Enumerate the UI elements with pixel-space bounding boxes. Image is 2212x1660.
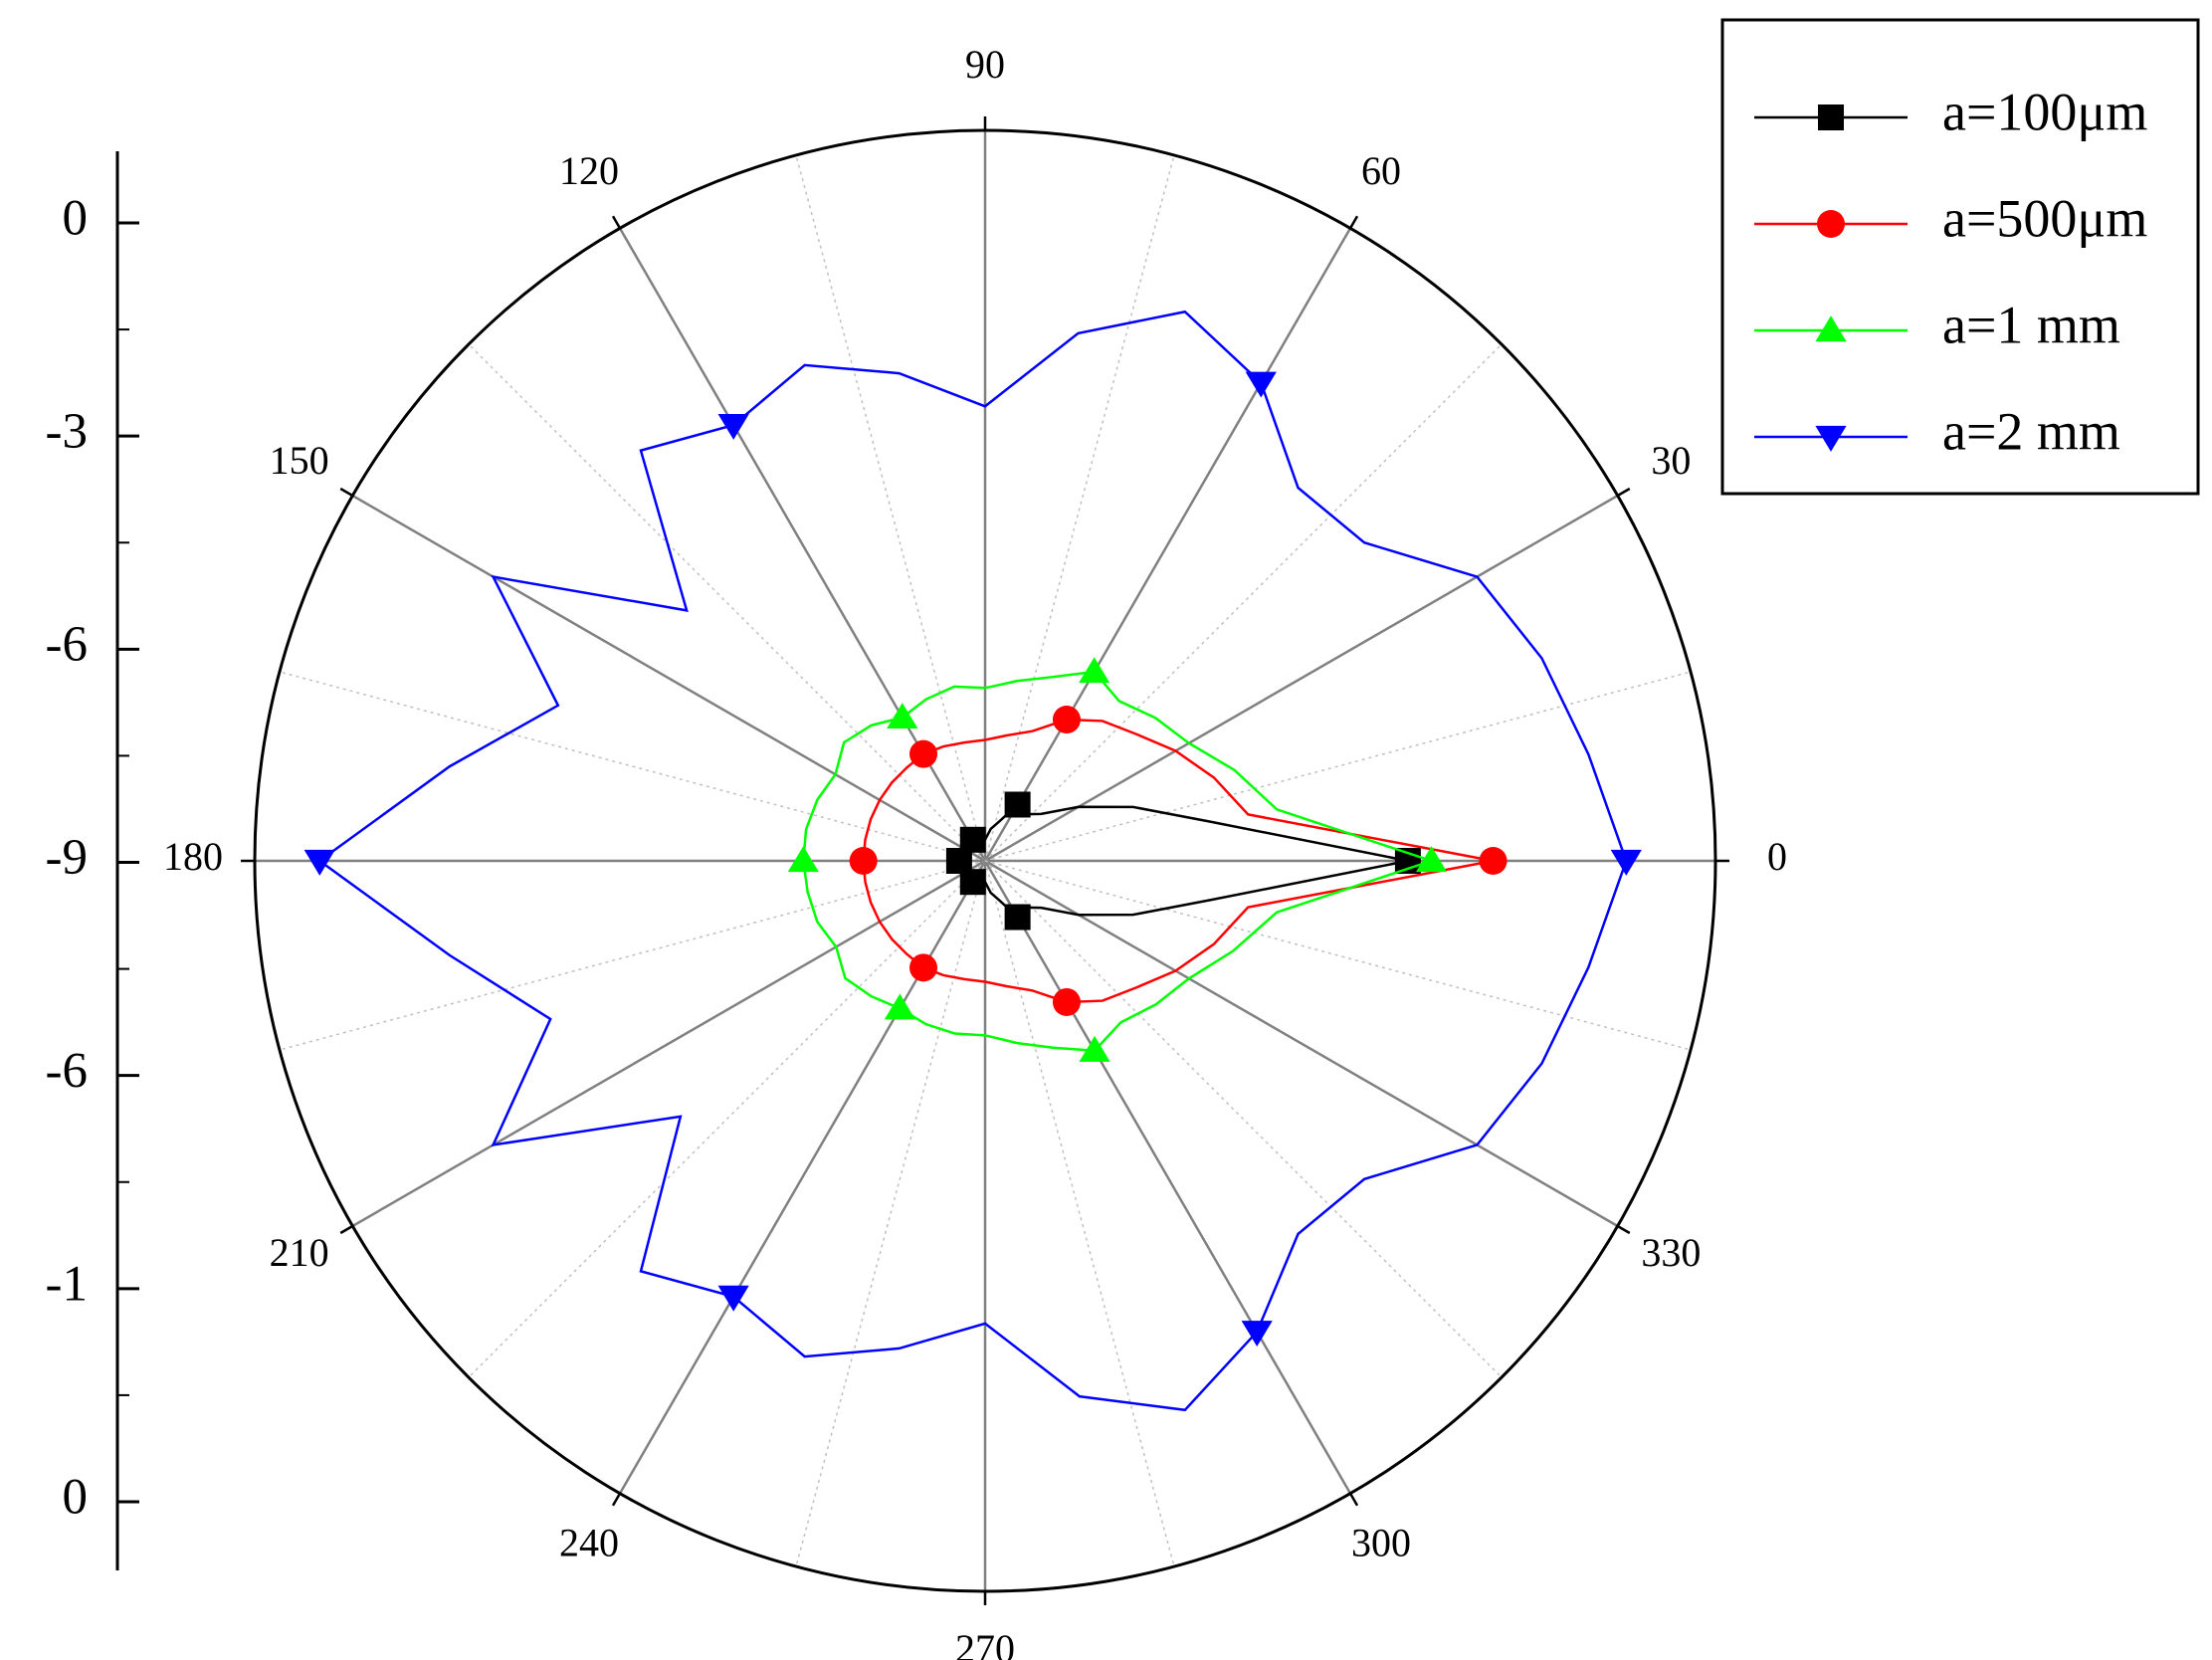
marker (717, 413, 749, 440)
angle-tick (611, 215, 622, 229)
angle-tick (611, 1493, 622, 1507)
minor-grid-spoke (984, 860, 1503, 1378)
minor-grid-spoke (984, 154, 1175, 862)
minor-grid-spoke (984, 860, 1692, 1051)
marker (1079, 657, 1110, 684)
marker (909, 953, 938, 982)
marker (303, 849, 335, 876)
marker (1052, 706, 1081, 734)
marker (1052, 987, 1081, 1016)
radial-axis-label: -6 (46, 1043, 88, 1099)
angle-tick (339, 1224, 353, 1235)
marker (1818, 104, 1844, 130)
legend-label: a=1 mm (1942, 295, 2120, 354)
marker (717, 1285, 749, 1312)
marker (887, 703, 918, 729)
marker (1004, 791, 1031, 818)
series (945, 791, 1421, 931)
marker (1815, 425, 1847, 452)
marker (1241, 1321, 1273, 1348)
radial-axis-label: 0 (63, 1470, 89, 1526)
minor-grid-spoke (984, 860, 1175, 1567)
series (787, 657, 1448, 1062)
legend-box (1720, 18, 2200, 496)
marker (1817, 210, 1845, 238)
marker (1815, 315, 1847, 342)
angle-tick-label: 0 (1767, 834, 1787, 879)
angle-tick-label: 90 (965, 42, 1005, 87)
angle-tick-label: 60 (1361, 148, 1401, 193)
angle-tick (1617, 1224, 1631, 1235)
legend-label: a=2 mm (1942, 401, 2120, 461)
angle-tick (1617, 487, 1631, 498)
minor-grid-spoke (468, 860, 986, 1378)
angle-tick-label: 270 (955, 1626, 1015, 1660)
series (849, 706, 1508, 1016)
angle-tick-label: 150 (270, 438, 329, 483)
minor-grid-spoke (279, 671, 986, 862)
marker (787, 846, 819, 873)
radial-axis-label: 0 (63, 191, 89, 247)
angle-tick (1348, 1493, 1359, 1507)
series (303, 310, 1642, 1412)
legend-label: a=500μm (1942, 188, 2147, 248)
minor-grid-spoke (795, 154, 986, 862)
marker (1610, 849, 1642, 876)
grid-spoke (984, 494, 1619, 863)
minor-grid-spoke (984, 671, 1692, 862)
marker (1415, 846, 1448, 873)
minor-grid-spoke (279, 860, 986, 1051)
marker (1004, 904, 1031, 931)
grid-spoke (984, 859, 1619, 1228)
angle-tick (339, 487, 353, 498)
marker (1079, 1035, 1110, 1062)
marker (959, 869, 986, 896)
marker (884, 993, 915, 1020)
radial-axis-label: -6 (46, 617, 88, 673)
radial-axis-label: -9 (46, 830, 88, 886)
marker (909, 739, 938, 768)
angle-tick-label: 300 (1351, 1521, 1411, 1565)
minor-grid-spoke (795, 860, 986, 1567)
radial-axis-label: -1 (46, 1257, 88, 1313)
legend-label: a=100μm (1942, 82, 2147, 141)
marker (1245, 371, 1277, 398)
minor-grid-spoke (984, 343, 1503, 862)
marker (1479, 847, 1508, 875)
angle-tick (1348, 215, 1359, 229)
marker (849, 847, 878, 875)
angle-tick-label: 330 (1641, 1230, 1701, 1275)
angle-tick-label: 30 (1651, 438, 1691, 483)
grid-spoke (983, 227, 1352, 862)
angle-tick-label: 180 (163, 834, 223, 879)
angle-tick-label: 240 (559, 1521, 619, 1565)
angle-tick-label: 120 (559, 148, 619, 193)
minor-grid-spoke (468, 343, 986, 862)
radial-axis-label: -3 (46, 404, 88, 460)
grid-spoke (983, 860, 1352, 1495)
angle-tick-label: 210 (270, 1230, 329, 1275)
